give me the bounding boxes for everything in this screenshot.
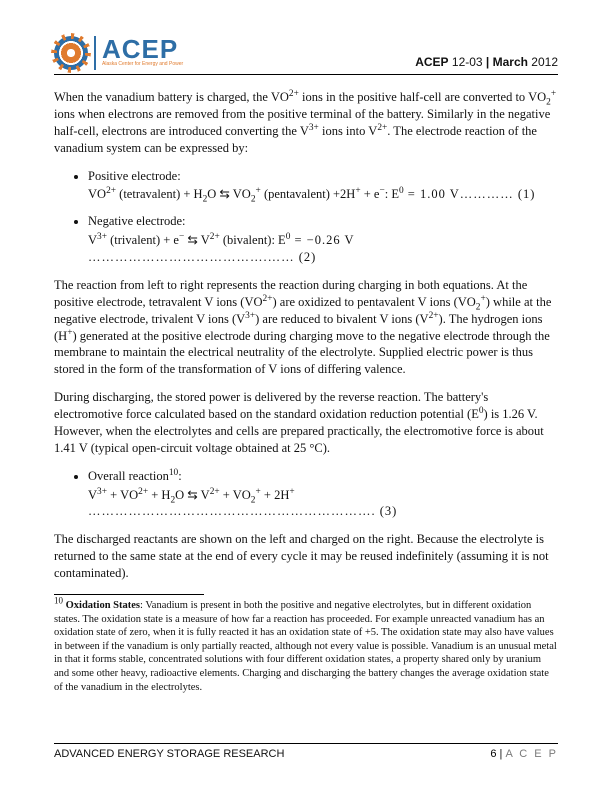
doc-year: 2012 [531,55,558,69]
header-docinfo: ACEP 12-03 | March 2012 [415,54,558,70]
footer-title: ADVANCED ENERGY STORAGE RESEARCH [54,747,284,762]
overall-reaction-list: Overall reaction10: V3+ + VO2+ + H2O ⇆ V… [54,468,558,521]
page-footer: ADVANCED ENERGY STORAGE RESEARCH 6 | A C… [54,743,558,762]
doc-code-prefix: ACEP [415,55,448,69]
overall-reaction-item: Overall reaction10: V3+ + VO2+ + H2O ⇆ V… [88,468,558,521]
pos-label: Positive electrode: [88,169,181,183]
logo-acronym: ACEP [102,38,183,61]
paragraph-intro: When the vanadium battery is charged, th… [54,89,558,157]
electrode-list: Positive electrode: VO2+ (tetravalent) +… [54,168,558,266]
logo-divider [94,36,96,70]
footnote: 10 Oxidation States: Vanadium is present… [54,599,558,694]
footnote-bold: Oxidation States [63,600,140,611]
gear-icon [54,36,88,70]
neg-equation: V3+ (trivalent) + e− ⇆ V2+ (bivalent): E… [88,232,558,266]
neg-label: Negative electrode: [88,214,186,228]
footnote-text: : Vanadium is present in both the positi… [54,600,557,693]
logo: ACEP Alaska Center for Energy and Power [54,36,183,70]
doc-code: 12-03 [449,55,486,69]
doc-month: March [489,55,531,69]
logo-subtitle: Alaska Center for Energy and Power [102,61,183,68]
paragraph-summary: The discharged reactants are shown on th… [54,531,558,582]
paragraph-discharging: During discharging, the stored power is … [54,389,558,457]
page-header: ACEP Alaska Center for Energy and Power … [54,36,558,75]
overall-equation: V3+ + VO2+ + H2O ⇆ V2+ + VO2+ + 2H+ …………… [88,487,558,521]
paragraph-charging: The reaction from left to right represen… [54,277,558,378]
negative-electrode-item: Negative electrode: V3+ (trivalent) + e−… [88,213,558,266]
footnote-separator [54,594,204,595]
overall-label: Overall reaction10: [88,469,182,483]
positive-electrode-item: Positive electrode: VO2+ (tetravalent) +… [88,168,558,204]
logo-text: ACEP Alaska Center for Energy and Power [102,38,183,68]
footnote-mark: 10 [54,595,63,605]
pos-equation: VO2+ (tetravalent) + H2O ⇆ VO2+ (pentava… [88,186,558,203]
footer-page: 6 | A C E P [490,747,558,762]
